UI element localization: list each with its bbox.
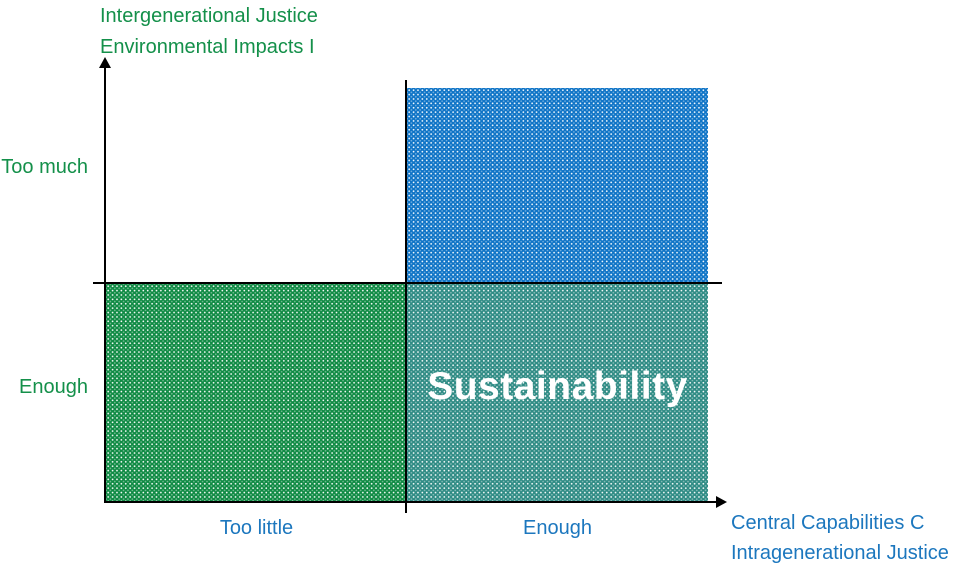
y-axis-title-line1: Intergenerational Justice xyxy=(100,5,318,27)
vertical-divider-line xyxy=(405,80,407,513)
y-axis-title-line2: Environmental Impacts I xyxy=(100,36,315,58)
y-axis-arrow-up-icon xyxy=(99,57,111,68)
x-tick-too-little: Too little xyxy=(219,517,294,539)
x-axis-title-line2: Intragenerational Justice xyxy=(731,542,949,564)
x-tick-enough: Enough xyxy=(523,517,592,539)
capabilities-enough-region xyxy=(407,88,708,283)
y-axis-line xyxy=(104,66,106,503)
environment-enough-region xyxy=(106,284,407,502)
sustainability-overlap-region: Sustainability xyxy=(407,284,708,502)
sustainability-label: Sustainability xyxy=(427,365,688,408)
x-axis-line xyxy=(105,501,722,503)
x-axis-title: Central Capabilities C Intragenerational… xyxy=(731,509,949,569)
y-axis-title: Intergenerational Justice Environmental … xyxy=(100,2,318,64)
horizontal-divider-line xyxy=(93,282,722,284)
y-tick-too-much: Too much xyxy=(1,156,88,178)
y-tick-enough: Enough xyxy=(19,376,88,398)
x-axis-title-line1: Central Capabilities C xyxy=(731,512,925,534)
x-axis-arrow-right-icon xyxy=(716,496,727,508)
